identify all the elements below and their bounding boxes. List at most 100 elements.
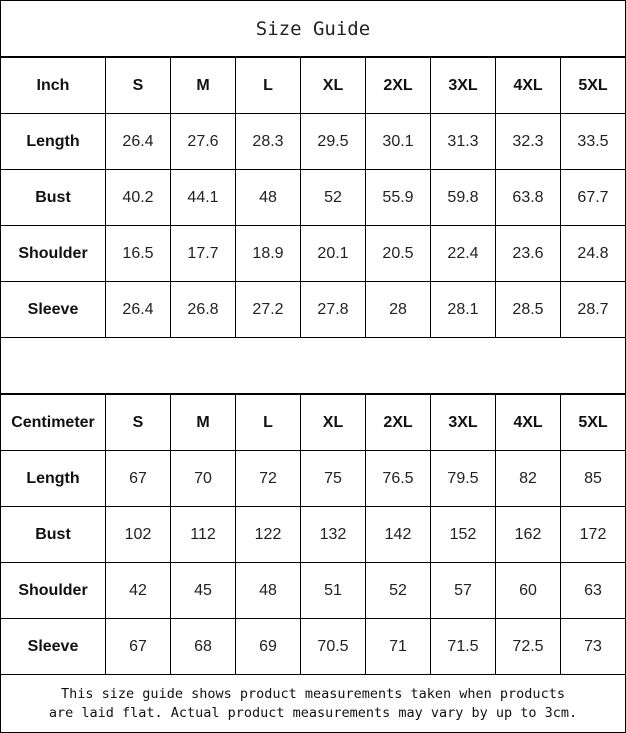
measurement-cell: 45 (170, 562, 236, 619)
table-row: Length 67 70 72 75 76.5 79.5 82 85 (0, 450, 626, 507)
measurement-cell: 152 (430, 506, 496, 563)
header-row: Centimeter S M L XL 2XL 3XL 4XL 5XL (0, 394, 626, 451)
measurement-cell: 60 (495, 562, 561, 619)
measurement-cell: 51 (300, 562, 366, 619)
measurement-cell: 28 (365, 281, 431, 338)
measurement-cell: 17.7 (170, 225, 236, 282)
row-label: Sleeve (0, 618, 106, 675)
measurement-cell: 28.7 (560, 281, 626, 338)
size-header: S (105, 57, 171, 114)
size-header: 2XL (365, 57, 431, 114)
row-label: Length (0, 450, 106, 507)
footnote-line-1: This size guide shows product measuremen… (61, 685, 565, 702)
measurement-cell: 16.5 (105, 225, 171, 282)
spacer-row (1, 338, 625, 394)
measurement-cell: 67 (105, 450, 171, 507)
size-header: S (105, 394, 171, 451)
size-header: 4XL (495, 394, 561, 451)
measurement-cell: 82 (495, 450, 561, 507)
measurement-cell: 24.8 (560, 225, 626, 282)
measurement-cell: 48 (235, 562, 301, 619)
measurement-cell: 27.8 (300, 281, 366, 338)
measurement-cell: 72.5 (495, 618, 561, 675)
footnote: This size guide shows product measuremen… (1, 675, 625, 733)
measurement-cell: 162 (495, 506, 561, 563)
size-header: 3XL (430, 57, 496, 114)
row-label: Sleeve (0, 281, 106, 338)
measurement-cell: 72 (235, 450, 301, 507)
measurement-cell: 28.1 (430, 281, 496, 338)
measurement-cell: 102 (105, 506, 171, 563)
unit-header: Inch (0, 57, 106, 114)
measurement-cell: 42 (105, 562, 171, 619)
measurement-cell: 71 (365, 618, 431, 675)
measurement-cell: 172 (560, 506, 626, 563)
measurement-cell: 73 (560, 618, 626, 675)
footnote-line-2: are laid flat. Actual product measuremen… (48, 704, 578, 721)
size-header: M (170, 394, 236, 451)
measurement-cell: 48 (235, 169, 301, 226)
measurement-cell: 28.3 (235, 113, 301, 170)
size-header: 5XL (560, 394, 626, 451)
measurement-cell: 22.4 (430, 225, 496, 282)
size-header: XL (300, 57, 366, 114)
measurement-cell: 63 (560, 562, 626, 619)
size-header: XL (300, 394, 366, 451)
measurement-cell: 112 (170, 506, 236, 563)
measurement-cell: 69 (235, 618, 301, 675)
measurement-cell: 63.8 (495, 169, 561, 226)
row-label: Bust (0, 506, 106, 563)
measurement-cell: 67 (105, 618, 171, 675)
measurement-cell: 55.9 (365, 169, 431, 226)
measurement-cell: 27.6 (170, 113, 236, 170)
table-row: Length 26.4 27.6 28.3 29.5 30.1 31.3 32.3 33.5 (0, 113, 626, 170)
measurement-cell: 68 (170, 618, 236, 675)
measurement-cell: 132 (300, 506, 366, 563)
size-header: 3XL (430, 394, 496, 451)
measurement-cell: 67.7 (560, 169, 626, 226)
size-header: 4XL (495, 57, 561, 114)
measurement-cell: 40.2 (105, 169, 171, 226)
measurement-cell: 76.5 (365, 450, 431, 507)
measurement-cell: 44.1 (170, 169, 236, 226)
measurement-cell: 57 (430, 562, 496, 619)
measurement-cell: 23.6 (495, 225, 561, 282)
measurement-cell: 20.1 (300, 225, 366, 282)
centimeter-table: Centimeter S M L XL 2XL 3XL 4XL 5XL Length 67 70 72 7… (0, 394, 626, 675)
unit-header: Centimeter (0, 394, 106, 451)
size-header: L (235, 394, 301, 451)
measurement-cell: 75 (300, 450, 366, 507)
table-row: Bust 102 112 122 132 142 152 162 172 (0, 506, 626, 563)
row-label: Length (0, 113, 106, 170)
measurement-cell: 28.5 (495, 281, 561, 338)
header-row: Inch S M L XL 2XL 3XL 4XL 5XL (0, 57, 626, 114)
measurement-cell: 29.5 (300, 113, 366, 170)
row-label: Shoulder (0, 225, 106, 282)
measurement-cell: 59.8 (430, 169, 496, 226)
row-label: Shoulder (0, 562, 106, 619)
measurement-cell: 52 (300, 169, 366, 226)
measurement-cell: 32.3 (495, 113, 561, 170)
table-row: Bust 40.2 44.1 48 52 55.9 59.8 63.8 67.7 (0, 169, 626, 226)
page-title: Size Guide (1, 1, 625, 57)
measurement-cell: 70.5 (300, 618, 366, 675)
size-header: 5XL (560, 57, 626, 114)
measurement-cell: 31.3 (430, 113, 496, 170)
size-header: 2XL (365, 394, 431, 451)
measurement-cell: 79.5 (430, 450, 496, 507)
measurement-cell: 26.4 (105, 113, 171, 170)
measurement-cell: 142 (365, 506, 431, 563)
table-row: Sleeve 67 68 69 70.5 71 71.5 72.5 73 (0, 618, 626, 675)
size-header: M (170, 57, 236, 114)
measurement-cell: 70 (170, 450, 236, 507)
measurement-cell: 30.1 (365, 113, 431, 170)
row-label: Bust (0, 169, 106, 226)
measurement-cell: 26.8 (170, 281, 236, 338)
measurement-cell: 52 (365, 562, 431, 619)
measurement-cell: 33.5 (560, 113, 626, 170)
measurement-cell: 18.9 (235, 225, 301, 282)
measurement-cell: 27.2 (235, 281, 301, 338)
measurement-cell: 20.5 (365, 225, 431, 282)
measurement-cell: 122 (235, 506, 301, 563)
